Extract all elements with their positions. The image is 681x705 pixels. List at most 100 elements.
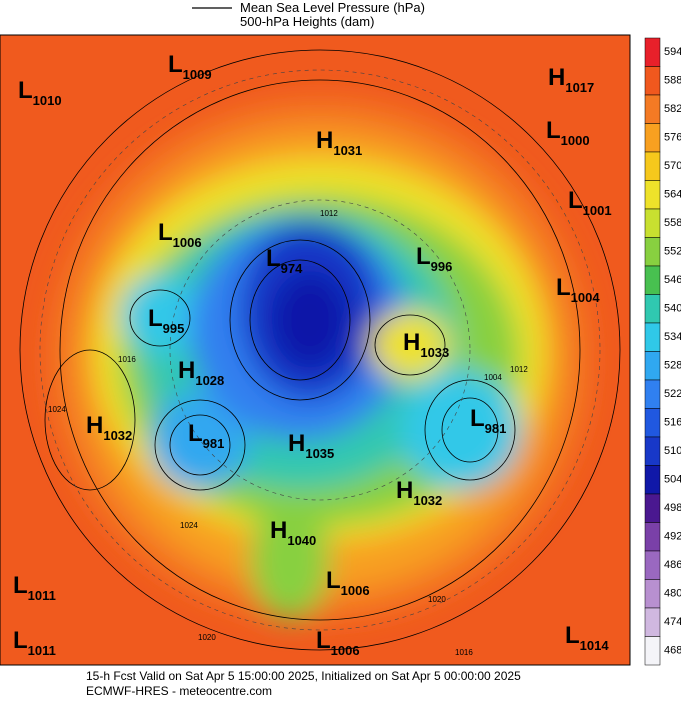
center-value: 1017	[565, 80, 594, 95]
isobar-label: 1020	[198, 633, 216, 642]
colorbar-label: 504	[664, 474, 681, 486]
pressure-center: L1001	[568, 187, 612, 218]
colorbar-label: 558	[664, 217, 681, 229]
center-letter: H	[403, 329, 420, 356]
center-value: 1006	[341, 583, 370, 598]
center-value: 1014	[580, 638, 610, 653]
center-value: 1032	[103, 428, 132, 443]
colorbar-swatch	[644, 265, 661, 295]
center-letter: H	[86, 412, 103, 439]
center-letter: L	[158, 219, 173, 246]
center-letter: L	[168, 51, 183, 78]
pressure-center: L1014	[565, 622, 609, 653]
colorbar-label: 552	[664, 246, 681, 258]
center-letter: H	[288, 430, 305, 457]
colorbar-label: 474	[664, 616, 681, 628]
colorbar-label: 546	[664, 274, 681, 286]
center-letter: L	[565, 622, 580, 649]
colorbar-swatch	[644, 294, 661, 324]
colorbar-label: 540	[664, 303, 681, 315]
isobar-label: 1020	[428, 595, 446, 604]
colorbar-label: 528	[664, 360, 681, 372]
center-letter: L	[416, 243, 431, 270]
pressure-center: H1033	[403, 329, 449, 360]
center-value: 995	[163, 321, 185, 336]
center-letter: H	[178, 357, 195, 384]
center-letter: L	[326, 567, 341, 594]
center-letter: L	[13, 572, 28, 599]
colorbar-label: 534	[664, 331, 681, 343]
map-field	[0, 35, 630, 665]
footer-source: ECMWF-HRES - meteocentre.com	[86, 684, 272, 698]
colorbar-swatch	[644, 579, 661, 609]
pressure-center: H1028	[178, 357, 224, 388]
colorbar-label: 468	[664, 645, 681, 657]
colorbar-swatch	[644, 123, 661, 153]
center-value: 1031	[333, 143, 362, 158]
center-letter: L	[316, 627, 331, 654]
pressure-center: L1009	[168, 51, 212, 82]
colorbar-swatch	[644, 94, 661, 124]
center-value: 1035	[305, 446, 334, 461]
colorbar-swatch	[644, 208, 661, 238]
pressure-center: L995	[148, 305, 184, 336]
colorbar-label: 582	[664, 103, 681, 115]
colorbar-swatch	[644, 180, 661, 210]
pressure-center: H1040	[270, 517, 316, 548]
footer-valid: 15-h Fcst Valid on Sat Apr 5 15:00:00 20…	[86, 669, 521, 683]
colorbar-label: 570	[664, 160, 681, 172]
isobar-label: 1016	[455, 648, 473, 657]
center-value: 1010	[33, 93, 62, 108]
center-letter: L	[266, 245, 281, 272]
center-value: 1009	[183, 67, 212, 82]
center-value: 1011	[28, 588, 56, 603]
center-letter: L	[556, 274, 571, 301]
colorbar-swatch	[644, 607, 661, 637]
center-letter: L	[148, 305, 163, 332]
isobar-label: 1016	[118, 355, 136, 364]
colorbar-label: 576	[664, 132, 681, 144]
center-letter: L	[13, 627, 28, 654]
pressure-center: L1010	[18, 77, 62, 108]
colorbar-swatch	[644, 151, 661, 181]
colorbar-label: 516	[664, 417, 681, 429]
center-value: 981	[203, 436, 225, 451]
colorbar-swatch	[644, 550, 661, 580]
center-letter: L	[188, 420, 203, 447]
colorbar-swatch	[644, 636, 661, 666]
colorbar-label: 522	[664, 388, 681, 400]
pressure-center: L1011	[13, 627, 56, 658]
colorbar-swatch	[644, 37, 661, 67]
center-letter: H	[270, 517, 287, 544]
map-frame	[0, 34, 631, 666]
center-value: 1011	[28, 643, 56, 658]
center-value: 1000	[561, 133, 590, 148]
pressure-center: H1032	[86, 412, 132, 443]
colorbar-swatch	[644, 493, 661, 523]
center-value: 1006	[331, 643, 360, 658]
pressure-center: H1031	[316, 127, 362, 158]
isobar-label: 1024	[48, 405, 66, 414]
pressure-center: L1006	[326, 567, 370, 598]
pressure-center: L981	[188, 420, 224, 451]
colorbar-swatch	[644, 351, 661, 381]
colorbar-label: 492	[664, 531, 681, 543]
pressure-center: L1011	[13, 572, 56, 603]
center-letter: H	[396, 477, 413, 504]
pressure-center: L1004	[556, 274, 600, 305]
colorbar-swatch	[644, 379, 661, 409]
legend-heights: 500-hPa Heights (dam)	[240, 14, 374, 29]
center-letter: H	[316, 127, 333, 154]
colorbar-label: 564	[664, 189, 681, 201]
legend-mslp: Mean Sea Level Pressure (hPa)	[240, 0, 425, 15]
colorbar-label: 486	[664, 559, 681, 571]
pressure-center: L1000	[546, 117, 590, 148]
pressure-center: H1032	[396, 477, 442, 508]
colorbar-swatch	[644, 522, 661, 552]
colorbar-label: 594	[664, 46, 681, 58]
colorbar-swatch	[644, 237, 661, 267]
center-value: 1033	[420, 345, 449, 360]
center-letter: H	[548, 64, 565, 91]
center-value: 1004	[571, 290, 601, 305]
